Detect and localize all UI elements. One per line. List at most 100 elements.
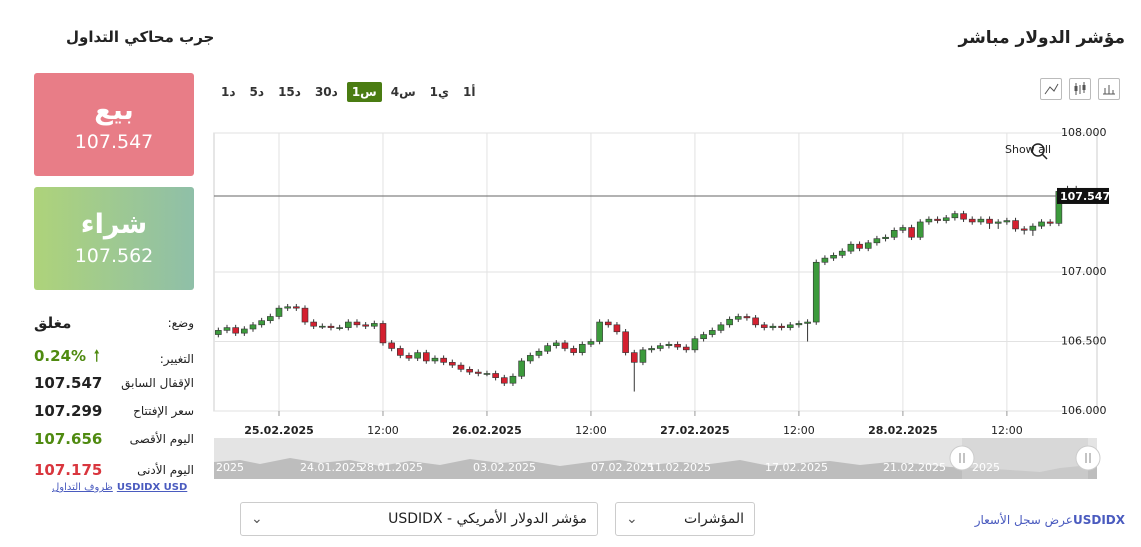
candle-body <box>466 368 473 373</box>
last-price-box <box>1057 187 1109 204</box>
candle-body <box>778 325 785 328</box>
candle-body <box>1020 228 1028 231</box>
navigator-handle[interactable] <box>949 445 975 471</box>
sell-button[interactable]: بيع 107.547 <box>34 73 194 176</box>
category-select[interactable]: ⌄ المؤشرات <box>615 502 755 536</box>
timeframe-button[interactable]: 1د <box>221 85 236 99</box>
candle-body <box>760 324 768 328</box>
conditions-symbol[interactable]: USDIDX USD <box>116 482 188 493</box>
candle-body <box>864 242 872 249</box>
candle-body <box>561 342 569 349</box>
timeframe-button[interactable]: 1ي <box>429 85 450 99</box>
candle-body <box>830 255 837 259</box>
buy-price: 107.562 <box>74 245 154 267</box>
timeframe-button[interactable]: 15د <box>278 85 301 99</box>
navigator-label: 24.01.2025 <box>300 461 363 474</box>
tool-line[interactable] <box>1040 78 1062 100</box>
timeframe-button[interactable]: 1س <box>346 82 382 102</box>
simulator-link[interactable]: جرب محاكي التداول <box>66 28 215 46</box>
candle-body <box>474 371 482 374</box>
tool-candles[interactable] <box>1069 78 1091 100</box>
chevron: ⌄ <box>251 511 263 527</box>
candle-body <box>388 342 395 349</box>
info-value: 107.299 <box>34 402 102 420</box>
info-row: مغلق وضع: <box>34 314 194 332</box>
candle-body <box>448 362 456 366</box>
candle-body <box>544 345 551 352</box>
buy-button[interactable]: شراء 107.562 <box>34 187 194 290</box>
candle-body <box>994 221 1002 224</box>
candle-body <box>899 227 907 231</box>
info-row: 107.175 اليوم الأدنى <box>34 461 194 479</box>
x-tick-label: 12:00 <box>367 424 399 437</box>
candle-body <box>1046 221 1054 224</box>
timeframe-button[interactable]: 30د <box>314 85 338 99</box>
info-value: مغلق <box>34 314 71 332</box>
candle-body <box>596 321 603 342</box>
candle-body <box>734 316 742 320</box>
candle-body <box>700 334 707 340</box>
timeframes: 1د 5د 15د 30د 1س 4س 1ي 1أ <box>216 82 481 102</box>
zoom-icon[interactable] <box>1031 143 1045 157</box>
info-value-text: 107.299 <box>34 402 103 420</box>
candle-body <box>656 345 664 349</box>
chevron: ⌄ <box>626 511 638 527</box>
candle-body <box>345 321 352 328</box>
candle-body <box>284 306 291 309</box>
candle-body <box>925 218 933 223</box>
candle-body <box>319 325 326 328</box>
candle-body <box>215 330 222 335</box>
candle-body <box>1029 225 1037 231</box>
candle-body <box>241 328 248 334</box>
info-value: 107.656 <box>34 430 102 448</box>
info-label: اليوم الأقصى <box>129 432 194 446</box>
history-text[interactable]: عرض سجل الأسعار <box>974 513 1073 527</box>
candle-body <box>873 238 881 244</box>
candle-body <box>570 348 577 353</box>
handle-grip <box>959 453 965 463</box>
candle-body <box>457 364 465 370</box>
candle-body <box>630 352 638 363</box>
history-link[interactable]: USDIDXعرض سجل الأسعار <box>975 513 1125 527</box>
category-text: المؤشرات <box>683 511 744 527</box>
candle-body <box>275 307 283 317</box>
info-value-text: مغلق <box>34 314 72 332</box>
candle-body <box>587 341 595 345</box>
x-tick-label: 12:00 <box>575 424 607 437</box>
candle-body <box>882 236 889 239</box>
navigator-label: 21.02.2025 <box>883 461 946 474</box>
conditions-text[interactable]: ظروف التداول <box>52 482 113 493</box>
candle-body <box>951 213 959 219</box>
navigator-area <box>214 458 1097 479</box>
navigator-label: 17.02.2025 <box>765 461 828 474</box>
candle-body <box>232 327 239 334</box>
candle-body <box>578 343 586 353</box>
candle-body <box>726 318 733 326</box>
buy-label: شراء <box>80 209 148 240</box>
instrument-select[interactable]: ⌄ USDIDX - مؤشر الدولار الأمريكي <box>240 502 598 536</box>
candle-body <box>717 324 725 331</box>
x-tick-label: 12:00 <box>783 424 815 437</box>
candle-body <box>405 355 413 359</box>
candle-body <box>1038 221 1045 227</box>
navigator-label: 2025 <box>216 461 244 474</box>
info-label: التغيير: <box>159 351 194 366</box>
handle-grip <box>1085 453 1091 463</box>
timeframe-button[interactable]: 5د <box>249 85 265 99</box>
candle-body <box>431 357 439 362</box>
candle-body <box>769 325 777 328</box>
timeframe-button[interactable]: 4س <box>390 85 416 99</box>
last-price-label: 107.547 <box>1060 190 1110 203</box>
navigator-handle[interactable] <box>1075 445 1101 471</box>
info-value-text: 0.24% <box>34 347 87 365</box>
navigator-window[interactable] <box>962 438 1088 479</box>
history-symbol[interactable]: USDIDX <box>1072 513 1125 527</box>
navigator-label: 07.02.2025 <box>591 461 654 474</box>
zoom-icon-handle <box>1041 153 1048 160</box>
timeframe-button[interactable]: 1أ <box>463 85 476 99</box>
candle-body <box>258 320 265 326</box>
show-all[interactable]: Show all <box>1005 143 1051 156</box>
tool-bars[interactable] <box>1098 78 1120 100</box>
conditions-link[interactable]: ظروف التداول USDIDX USD <box>52 482 187 493</box>
candle-body <box>397 348 404 356</box>
